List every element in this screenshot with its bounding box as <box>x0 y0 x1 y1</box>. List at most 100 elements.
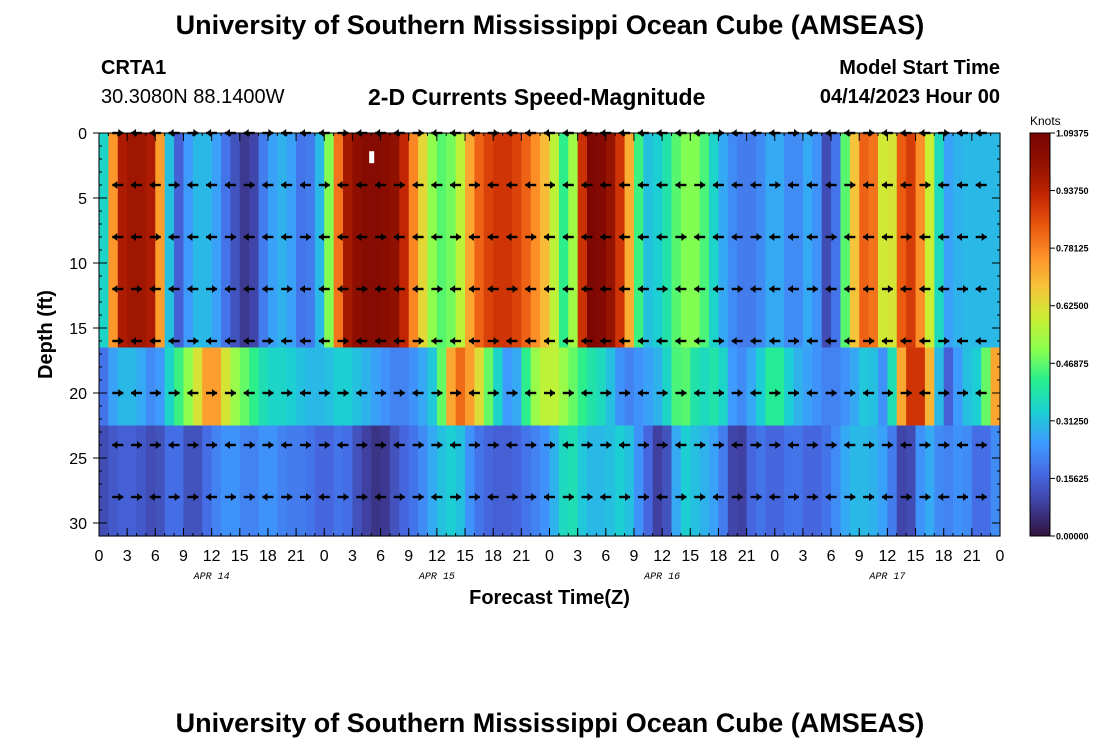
vector-head <box>975 389 981 397</box>
current-vector <box>337 233 349 241</box>
current-vector <box>468 493 480 501</box>
current-vector <box>881 337 893 345</box>
current-vector <box>393 181 405 189</box>
vector-head <box>900 181 906 189</box>
heat-cell <box>587 133 598 349</box>
chart-subtitle: 2-D Currents Speed-Magnitude <box>368 84 706 110</box>
heat-cell <box>615 347 626 427</box>
vector-head <box>788 441 793 449</box>
current-vector <box>750 285 762 293</box>
current-vector <box>581 441 593 449</box>
current-vector <box>581 493 593 501</box>
current-vector <box>300 285 311 293</box>
vector-head <box>450 285 456 293</box>
current-vector <box>412 337 424 345</box>
current-vector <box>187 337 199 345</box>
heat-cell <box>558 133 569 349</box>
heat-cell <box>174 133 185 349</box>
heat-cell <box>624 425 635 537</box>
x-tick-label: 18 <box>259 548 277 565</box>
current-vector <box>750 389 762 397</box>
heat-cell <box>699 133 710 349</box>
vector-head <box>700 441 706 449</box>
x-tick-label: 0 <box>770 548 779 565</box>
vector-head <box>281 441 287 449</box>
current-vector <box>750 441 762 449</box>
heat-cell <box>230 133 241 349</box>
heat-cell <box>380 133 391 349</box>
current-vector <box>131 389 142 397</box>
current-vector <box>731 389 743 397</box>
current-vector <box>393 285 405 293</box>
vector-head <box>919 389 925 397</box>
current-vector <box>300 441 311 449</box>
current-vector <box>149 337 161 345</box>
current-vector <box>694 285 706 293</box>
heat-cell <box>924 425 935 537</box>
vector-head <box>812 493 818 501</box>
heat-cell <box>418 347 429 427</box>
current-vector <box>900 389 912 397</box>
x-tick-label: 0 <box>545 548 554 565</box>
current-vector <box>731 233 743 241</box>
heat-cell <box>943 347 954 427</box>
heat-cell <box>164 347 175 427</box>
heat-cell <box>249 133 260 349</box>
heat-cell <box>136 425 147 537</box>
heat-cell <box>361 347 372 427</box>
vector-head <box>131 181 136 189</box>
vector-head <box>174 181 180 189</box>
vector-head <box>975 285 981 293</box>
heat-cell <box>267 133 278 349</box>
heat-cell <box>662 133 673 349</box>
heat-cell <box>211 425 222 537</box>
vector-head <box>431 337 437 345</box>
vector-head <box>919 233 925 241</box>
vector-head <box>887 285 893 293</box>
current-vector <box>318 389 330 397</box>
vector-head <box>662 285 668 293</box>
current-vector <box>337 337 349 345</box>
current-vector <box>243 181 255 189</box>
current-vector <box>562 441 574 449</box>
heat-cell <box>239 425 250 537</box>
vector-head <box>788 181 793 189</box>
current-vector <box>750 181 762 189</box>
current-vector <box>806 285 818 293</box>
heat-cell <box>446 425 457 537</box>
vector-head <box>506 233 512 241</box>
vector-head <box>343 493 349 501</box>
current-vector <box>600 389 612 397</box>
vector-head <box>281 181 287 189</box>
vector-head <box>318 337 324 345</box>
heat-cell <box>267 347 278 427</box>
current-vector <box>318 181 330 189</box>
current-vector <box>356 285 368 293</box>
current-vector <box>712 441 724 449</box>
current-vector <box>356 233 368 241</box>
heat-cell <box>962 133 973 349</box>
vector-head <box>281 233 287 241</box>
heat-cell <box>953 133 964 349</box>
vector-head <box>550 181 555 189</box>
x-tick-label: 3 <box>348 548 357 565</box>
vector-head <box>381 389 387 397</box>
current-vector <box>450 181 462 189</box>
vector-head <box>206 181 212 189</box>
heat-cell <box>202 347 213 427</box>
x-tick-label: 6 <box>601 548 610 565</box>
vector-head <box>643 493 649 501</box>
current-vector <box>975 337 987 345</box>
vector-head <box>806 233 812 241</box>
heat-cell <box>418 133 429 349</box>
heat-cell <box>953 425 964 537</box>
vector-head <box>249 493 255 501</box>
heat-cell <box>389 425 400 537</box>
current-vector <box>281 441 293 449</box>
heat-cell <box>699 425 710 537</box>
current-vector <box>825 181 837 189</box>
vector-head <box>506 337 512 345</box>
current-vector <box>450 233 462 241</box>
x-tick-label: 12 <box>653 548 671 565</box>
vector-head <box>224 337 230 345</box>
